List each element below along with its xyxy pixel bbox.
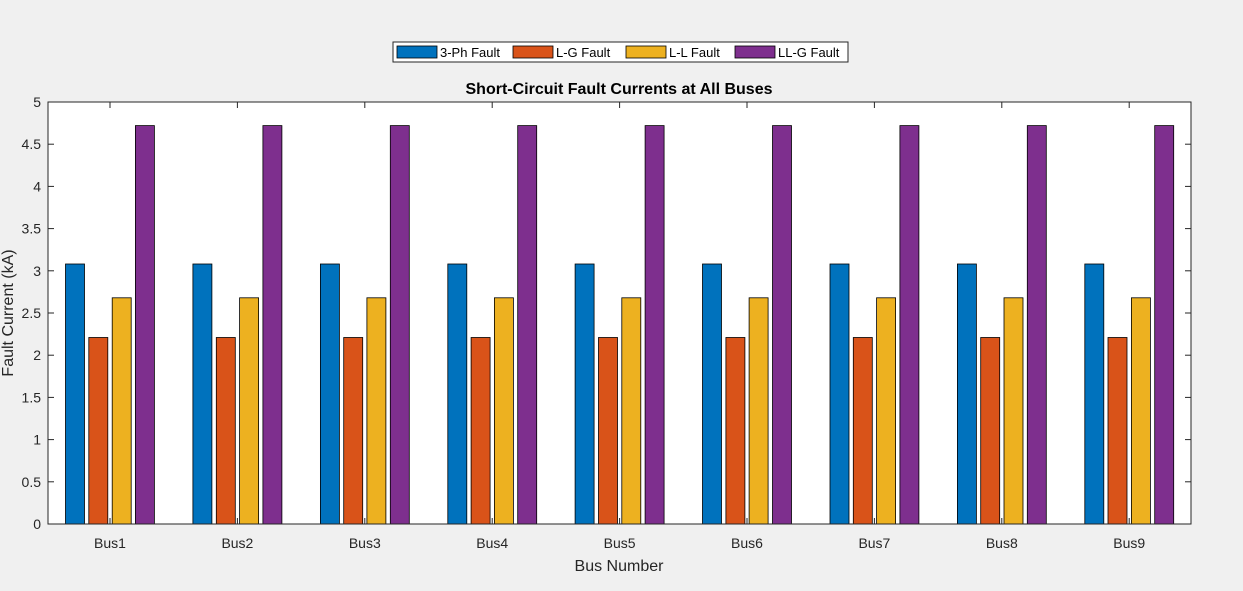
- bar-bus8-series-4: [1026, 125, 1047, 525]
- legend-label[interactable]: 3-Ph Fault: [440, 45, 500, 60]
- bar-bus2-series-4: [262, 125, 283, 525]
- bar-bus8-series-1: [957, 263, 977, 525]
- legend-swatch[interactable]: [396, 45, 438, 59]
- x-tick-label: Bus5: [604, 535, 636, 551]
- y-tick-label: 1.5: [22, 389, 42, 405]
- bar-bus1-series-1: [65, 263, 85, 525]
- x-tick-label: Bus8: [986, 535, 1018, 551]
- bar-bus4-series-2: [470, 337, 491, 525]
- bar-bus8-series-3: [1003, 297, 1024, 525]
- bar-bus4-series-4: [517, 125, 538, 525]
- bar-bus9-series-2: [1107, 337, 1128, 525]
- x-axis-ticks: Bus1 Bus2 Bus3 Bus4 Bus5 Bus6 Bus7 Bus8 Bus9: [94, 102, 1145, 551]
- legend-swatch[interactable]: [625, 45, 667, 59]
- bar-bus5-series-4: [644, 125, 665, 525]
- legend-swatch[interactable]: [734, 45, 776, 59]
- bar-bus2-series-1: [192, 263, 213, 525]
- y-tick-label: 0: [33, 516, 41, 532]
- bar-bus2-series-3: [239, 297, 260, 525]
- bar-bus5-series-1: [574, 263, 595, 525]
- bar-bus3-series-4: [389, 125, 410, 525]
- bar-bus3-series-2: [343, 337, 364, 525]
- y-tick-label: 5: [33, 94, 41, 110]
- y-tick-label: 4.5: [22, 136, 42, 152]
- plot-area: [48, 102, 1191, 524]
- x-tick-label: Bus4: [476, 535, 508, 551]
- y-tick-label: 4: [33, 178, 41, 194]
- bar-bus8-series-2: [980, 337, 1001, 525]
- bar-bus6-series-2: [725, 337, 746, 525]
- x-tick-label: Bus1: [94, 535, 126, 551]
- bar-bus3-series-1: [319, 263, 340, 525]
- bar-bus7-series-2: [852, 337, 873, 525]
- y-tick-label: 3: [33, 263, 41, 279]
- x-tick-label: Bus6: [731, 535, 763, 551]
- y-axis-label: Fault Current (kA): [0, 249, 17, 376]
- x-tick-label: Bus7: [858, 535, 890, 551]
- x-tick-label: Bus9: [1113, 535, 1145, 551]
- x-axis-label: Bus Number: [575, 558, 665, 575]
- bar-bus6-series-1: [702, 263, 722, 525]
- bar-bus1-series-3: [111, 297, 132, 525]
- legend-label[interactable]: LL-G Fault: [778, 45, 840, 60]
- chart-title: Short-Circuit Fault Currents at All Buse…: [466, 81, 773, 98]
- legend-swatch[interactable]: [512, 45, 554, 59]
- bar-bus9-series-1: [1084, 263, 1105, 525]
- bar-bus2-series-2: [215, 337, 236, 525]
- y-axis-ticks: 0 0.5 1 1.5 2 2.5 3 3.5 4 4.5 5: [22, 94, 1191, 532]
- bar-bus5-series-3: [621, 297, 642, 525]
- legend-box: [392, 41, 849, 63]
- bar-bus4-series-3: [493, 297, 514, 525]
- bar-bus9-series-3: [1131, 297, 1151, 525]
- y-tick-label: 1: [33, 432, 41, 448]
- bar-bus5-series-2: [598, 337, 618, 525]
- bars-layer: [65, 125, 1175, 525]
- bar-bus7-series-1: [829, 263, 850, 525]
- y-tick-label: 2: [33, 347, 41, 363]
- x-tick-label: Bus3: [349, 535, 381, 551]
- legend[interactable]: 3-Ph Fault L-G Fault L-L Fault LL-G Fault: [392, 41, 849, 63]
- bar-bus4-series-1: [447, 263, 468, 525]
- y-tick-label: 0.5: [22, 474, 42, 490]
- y-tick-label: 3.5: [22, 221, 42, 237]
- y-tick-label: 2.5: [22, 305, 42, 321]
- bar-bus3-series-3: [366, 297, 387, 525]
- bar-bus9-series-4: [1154, 125, 1175, 525]
- bar-bus6-series-4: [772, 125, 792, 525]
- legend-label[interactable]: L-L Fault: [669, 45, 720, 60]
- bar-bus1-series-4: [134, 125, 155, 525]
- bar-bus7-series-3: [876, 297, 896, 525]
- bar-bus7-series-4: [899, 125, 920, 525]
- x-tick-label: Bus2: [221, 535, 253, 551]
- bar-bus6-series-3: [748, 297, 769, 525]
- bar-bus1-series-2: [88, 337, 109, 525]
- legend-label[interactable]: L-G Fault: [556, 45, 611, 60]
